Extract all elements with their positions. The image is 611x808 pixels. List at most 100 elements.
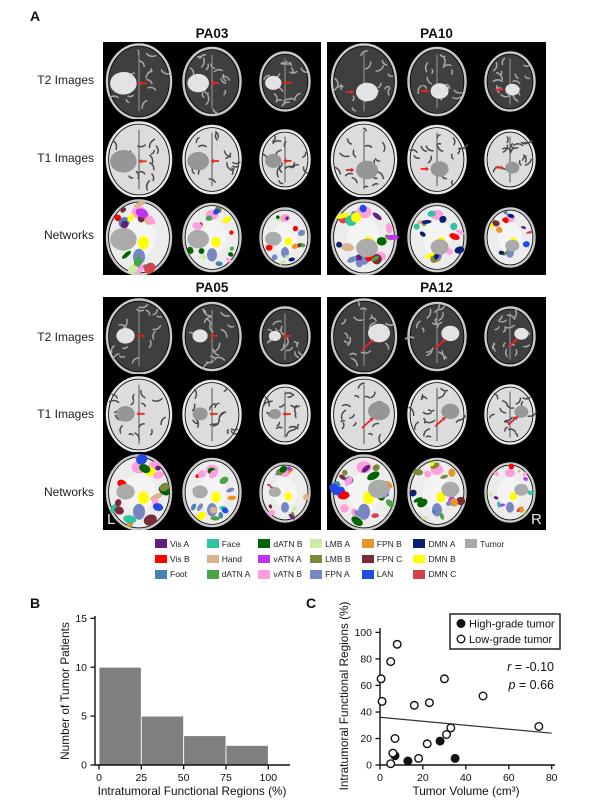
brain-slice [106, 121, 173, 197]
brain-slice [406, 457, 467, 527]
brain-image-cell [248, 42, 321, 120]
data-point [409, 700, 419, 710]
brain-slice [483, 51, 536, 113]
brain-image-cell [103, 120, 176, 198]
row-label-t1-bottom: T1 Images [37, 407, 94, 421]
b-x-axis-label: Intratumoral Functional Regions (%) [98, 784, 287, 798]
brain-slice [106, 298, 173, 375]
histogram-panel-b: 0 5 10 15 0 25 50 75 100 Number of Tumor Patients… [0, 590, 310, 808]
svg-text:5: 5 [81, 711, 87, 723]
brain-slice [258, 51, 311, 113]
legend-swatch [206, 539, 219, 548]
legend-item: dATN B [258, 536, 310, 551]
brain-slice [330, 376, 397, 452]
svg-text:0: 0 [96, 772, 102, 784]
brain-image-cell [176, 297, 249, 375]
brain-slice [483, 206, 536, 268]
brain-slice [330, 198, 399, 275]
brain-slice [330, 298, 397, 375]
legend-item: Hand [206, 551, 259, 566]
legend-label: Foot [170, 569, 188, 580]
patient-panel-pa12 [327, 297, 546, 530]
legend-swatch [258, 539, 271, 548]
svg-text:0: 0 [377, 772, 383, 784]
brain-slice [258, 129, 311, 190]
legend-label: DMN B [428, 554, 456, 565]
svg-text:100: 100 [354, 627, 372, 639]
brain-image-cell [103, 42, 176, 120]
data-point [450, 753, 460, 763]
svg-text:80: 80 [546, 772, 558, 784]
legend-label: Tumor [480, 538, 505, 549]
panel-a-label: A [30, 8, 41, 24]
brain-slice [182, 124, 242, 195]
svg-text:0: 0 [366, 760, 372, 772]
legend-column: Tumor [465, 536, 517, 582]
b-y-axis-label: Number of Tumor Patients [58, 622, 72, 760]
svg-text:0: 0 [81, 760, 87, 772]
brain-image-cell [400, 42, 473, 120]
legend-item: Tumor [465, 536, 517, 551]
panel-c-label: C [306, 595, 317, 611]
legend-swatch [413, 570, 426, 579]
brain-slice [182, 202, 242, 272]
brain-slice [258, 384, 311, 445]
data-point [441, 729, 451, 739]
brain-slice [406, 47, 467, 117]
svg-text:20: 20 [417, 772, 429, 784]
data-point [414, 753, 424, 763]
histogram-svg: 0 5 10 15 0 25 50 75 100 Number of Tumor Patients… [58, 613, 290, 798]
legend-item: LMB A [310, 536, 362, 551]
p-stat: p = 0.66 [507, 678, 554, 692]
row-label-t2-bottom: T2 Images [37, 330, 94, 344]
legend-label: Face [221, 538, 241, 549]
brain-image-cell [473, 297, 546, 375]
data-point [392, 639, 402, 649]
legend-item: Face [206, 536, 259, 551]
brain-slice [483, 306, 536, 368]
legend-swatch [155, 570, 167, 579]
brain-image-cell [327, 297, 400, 375]
scatter-legend-box [449, 613, 561, 650]
brain-image-cell [327, 197, 400, 275]
legend-column: LMB A LMB B FPN A [310, 536, 362, 582]
legend-item: LMB B [310, 551, 362, 566]
data-point [435, 736, 445, 746]
legend-item: FPN B [361, 536, 414, 551]
brain-slice [106, 198, 173, 275]
legend-low-grade: Low-grade tumor [469, 634, 552, 646]
data-point [424, 698, 434, 708]
svg-text:60: 60 [503, 772, 515, 784]
legend-item: Foot [155, 567, 207, 582]
legend-swatch [258, 554, 271, 564]
scatter-svg: 0 20 40 60 80 100 0 20 40 60 80 High-grade tumor Low… [337, 602, 561, 798]
data-point [478, 691, 488, 701]
row-label-t2-top: T2 Images [37, 73, 94, 87]
legend-swatch [310, 554, 323, 564]
c-x-axis-label: Tumor Volume (cm³) [412, 784, 519, 798]
network-legend: Vis A Vis B Foot Face Hand dATN A dATN B vATN A… [155, 536, 517, 582]
brain-slice [182, 47, 242, 117]
brain-slice [258, 206, 311, 268]
brain-image-cell [248, 197, 321, 275]
legend-swatch [413, 554, 426, 564]
legend-label: LAN [376, 569, 394, 580]
patient-panel-pa10 [327, 42, 546, 275]
data-point [439, 674, 449, 684]
data-point [422, 739, 432, 749]
brain-image-cell [103, 297, 176, 375]
bar [98, 666, 142, 766]
data-point [377, 696, 387, 706]
svg-text:60: 60 [360, 680, 372, 692]
brain-slice [330, 43, 397, 120]
data-point [376, 674, 386, 684]
brain-image-cell [400, 120, 473, 198]
svg-text:75: 75 [220, 772, 232, 784]
brain-image-cell [176, 120, 249, 198]
legend-item: Vis A [155, 536, 207, 551]
svg-text:10: 10 [75, 662, 87, 674]
data-point [390, 733, 400, 743]
legend-high-grade: High-grade tumor [469, 619, 555, 631]
brain-slice [328, 453, 397, 530]
